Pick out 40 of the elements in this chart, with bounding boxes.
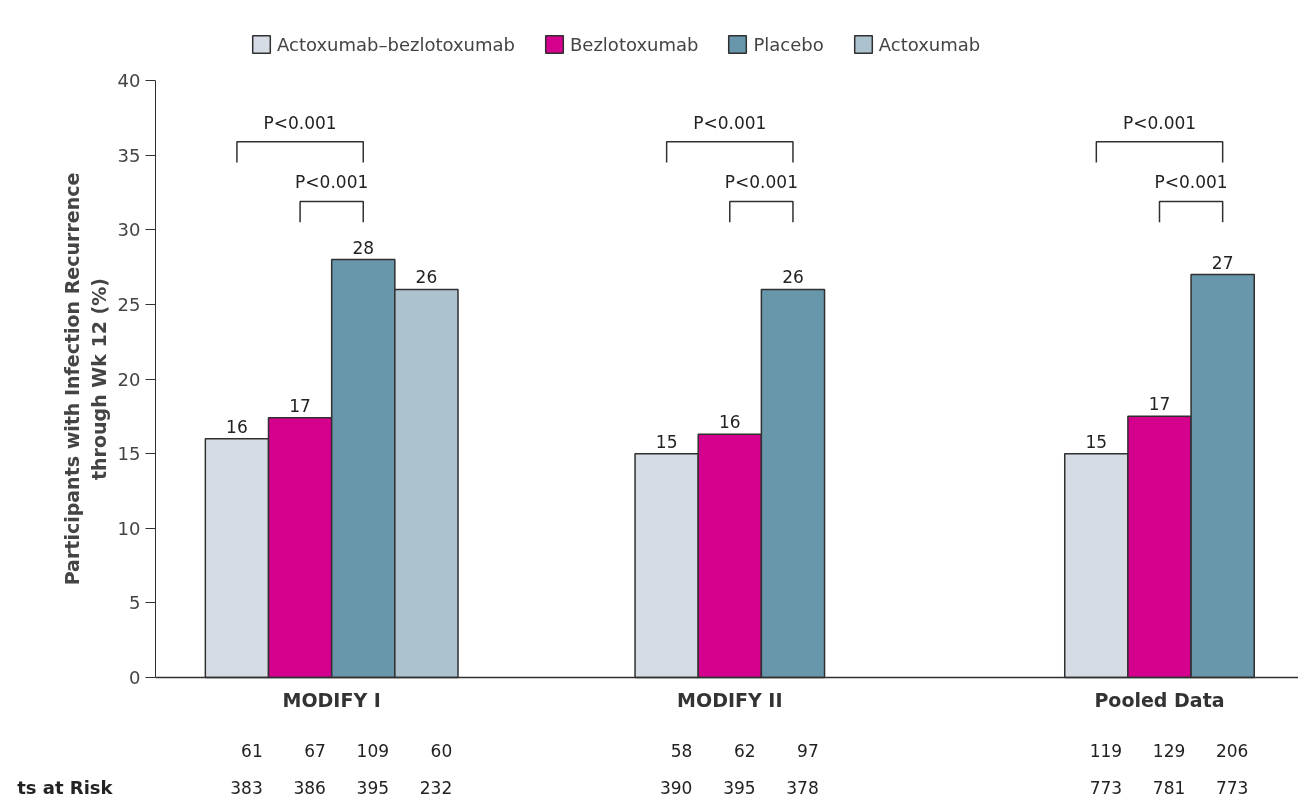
legend-label: Bezlotoxumab bbox=[570, 33, 699, 55]
data-label: 16 bbox=[718, 412, 741, 433]
data-label: 28 bbox=[352, 237, 375, 258]
data-label: 17 bbox=[289, 395, 311, 416]
y-tick-label: 10 bbox=[117, 517, 141, 539]
legend-label: Actoxumab–bezlotoxumab bbox=[277, 33, 515, 55]
annotation: P<0.001 bbox=[724, 172, 798, 193]
data-label: 15 bbox=[1085, 431, 1108, 452]
data-label: 17 bbox=[1148, 394, 1171, 415]
annotation: P<0.001 bbox=[693, 112, 767, 133]
data-label: 15 bbox=[655, 431, 678, 452]
y-tick-label: 5 bbox=[129, 592, 141, 614]
text: 773 781 773 bbox=[1089, 778, 1249, 799]
y-tick-label: 25 bbox=[117, 293, 141, 315]
y-tick-label: 0 bbox=[129, 667, 141, 688]
annotation: P<0.001 bbox=[295, 172, 369, 193]
data-label: 26 bbox=[415, 267, 438, 288]
y-tick-label: 20 bbox=[117, 368, 141, 390]
x-tick-label: MODIFY II bbox=[677, 688, 783, 711]
data-label: 27 bbox=[1211, 252, 1234, 273]
x-tick-label: MODIFY I bbox=[282, 688, 381, 711]
annotation: P<0.001 bbox=[1154, 172, 1228, 193]
data-label: 16 bbox=[226, 416, 248, 437]
text: ts at Risk bbox=[17, 777, 114, 799]
y-tick-label: 15 bbox=[117, 443, 141, 465]
text: 390 395 378 bbox=[659, 778, 819, 799]
legend-label: Actoxumab bbox=[878, 33, 981, 55]
text: 58 62 97 bbox=[670, 741, 819, 762]
y-tick-label: 30 bbox=[117, 219, 141, 241]
legend-label: Placebo bbox=[753, 33, 824, 55]
data-label: 26 bbox=[782, 267, 804, 288]
text: 383 386 395 232 bbox=[230, 778, 453, 799]
text: 61 67 109 60 bbox=[241, 741, 453, 762]
y-axis-title: Participants with Infection Recurrence through Wk 12 (%) bbox=[61, 172, 110, 586]
y-tick-label: 40 bbox=[117, 70, 141, 91]
y-tick-label: 35 bbox=[117, 144, 141, 166]
x-tick-label: Pooled Data bbox=[1094, 688, 1225, 711]
annotation: P<0.001 bbox=[1122, 112, 1197, 133]
annotation: P<0.001 bbox=[263, 112, 337, 133]
text: 119 129 206 bbox=[1089, 741, 1249, 762]
